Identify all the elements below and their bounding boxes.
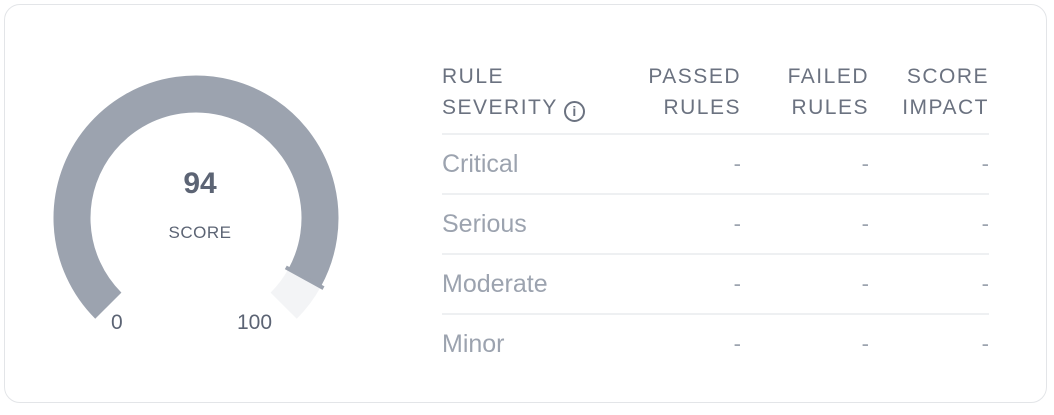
- failed-cell: -: [861, 271, 869, 296]
- table-row: Serious - - -: [442, 195, 989, 255]
- severity-cell: Minor: [442, 329, 505, 358]
- header-severity-line2: SEVERITY: [442, 96, 558, 119]
- passed-cell: -: [733, 151, 741, 176]
- score-gauge: [53, 75, 339, 319]
- failed-cell: -: [861, 331, 869, 356]
- table-row: Moderate - - -: [442, 255, 989, 315]
- header-impact: SCORE IMPACT: [869, 61, 989, 133]
- header-severity-line2-wrap: SEVERITY i: [442, 92, 642, 123]
- gauge-value-marker: [284, 265, 325, 290]
- score-value: 94: [183, 167, 217, 200]
- passed-cell: -: [733, 271, 741, 296]
- header-failed: FAILED RULES: [741, 61, 869, 133]
- passed-cell: -: [733, 211, 741, 236]
- gauge-track: [270, 268, 321, 319]
- score-card: 94 SCORE 0 100 RULE SEVERITY i PASSED RUL…: [4, 4, 1047, 403]
- impact-cell: -: [981, 211, 989, 236]
- failed-cell: -: [861, 211, 869, 236]
- severity-cell: Moderate: [442, 269, 548, 298]
- header-passed-line2: RULES: [663, 96, 741, 119]
- severity-cell: Serious: [442, 209, 527, 238]
- header-failed-line1: FAILED: [787, 65, 869, 88]
- header-impact-line2: IMPACT: [902, 96, 989, 119]
- table-row: Minor - - -: [442, 315, 989, 373]
- gauge-fill: [53, 75, 339, 319]
- header-passed-line1: PASSED: [648, 65, 741, 88]
- table-row: Critical - - -: [442, 135, 989, 195]
- impact-cell: -: [981, 271, 989, 296]
- info-circle-icon[interactable]: i: [563, 101, 585, 122]
- severity-cell: Critical: [442, 149, 519, 178]
- gauge-max-label: 100: [237, 311, 273, 334]
- passed-cell: -: [733, 331, 741, 356]
- score-label: SCORE: [168, 223, 232, 242]
- header-passed: PASSED RULES: [642, 61, 741, 133]
- header-severity-line1: RULE: [442, 65, 505, 88]
- header-failed-line2: RULES: [791, 96, 869, 119]
- failed-cell: -: [861, 151, 869, 176]
- severity-table: RULE SEVERITY i PASSED RULES FAILED RULES…: [442, 61, 989, 373]
- gauge-min-label: 0: [111, 311, 123, 334]
- table-header: RULE SEVERITY i PASSED RULES FAILED RULES…: [442, 61, 989, 135]
- header-severity: RULE SEVERITY i: [442, 61, 642, 133]
- header-impact-line1: SCORE: [906, 65, 989, 88]
- impact-cell: -: [981, 331, 989, 356]
- impact-cell: -: [981, 151, 989, 176]
